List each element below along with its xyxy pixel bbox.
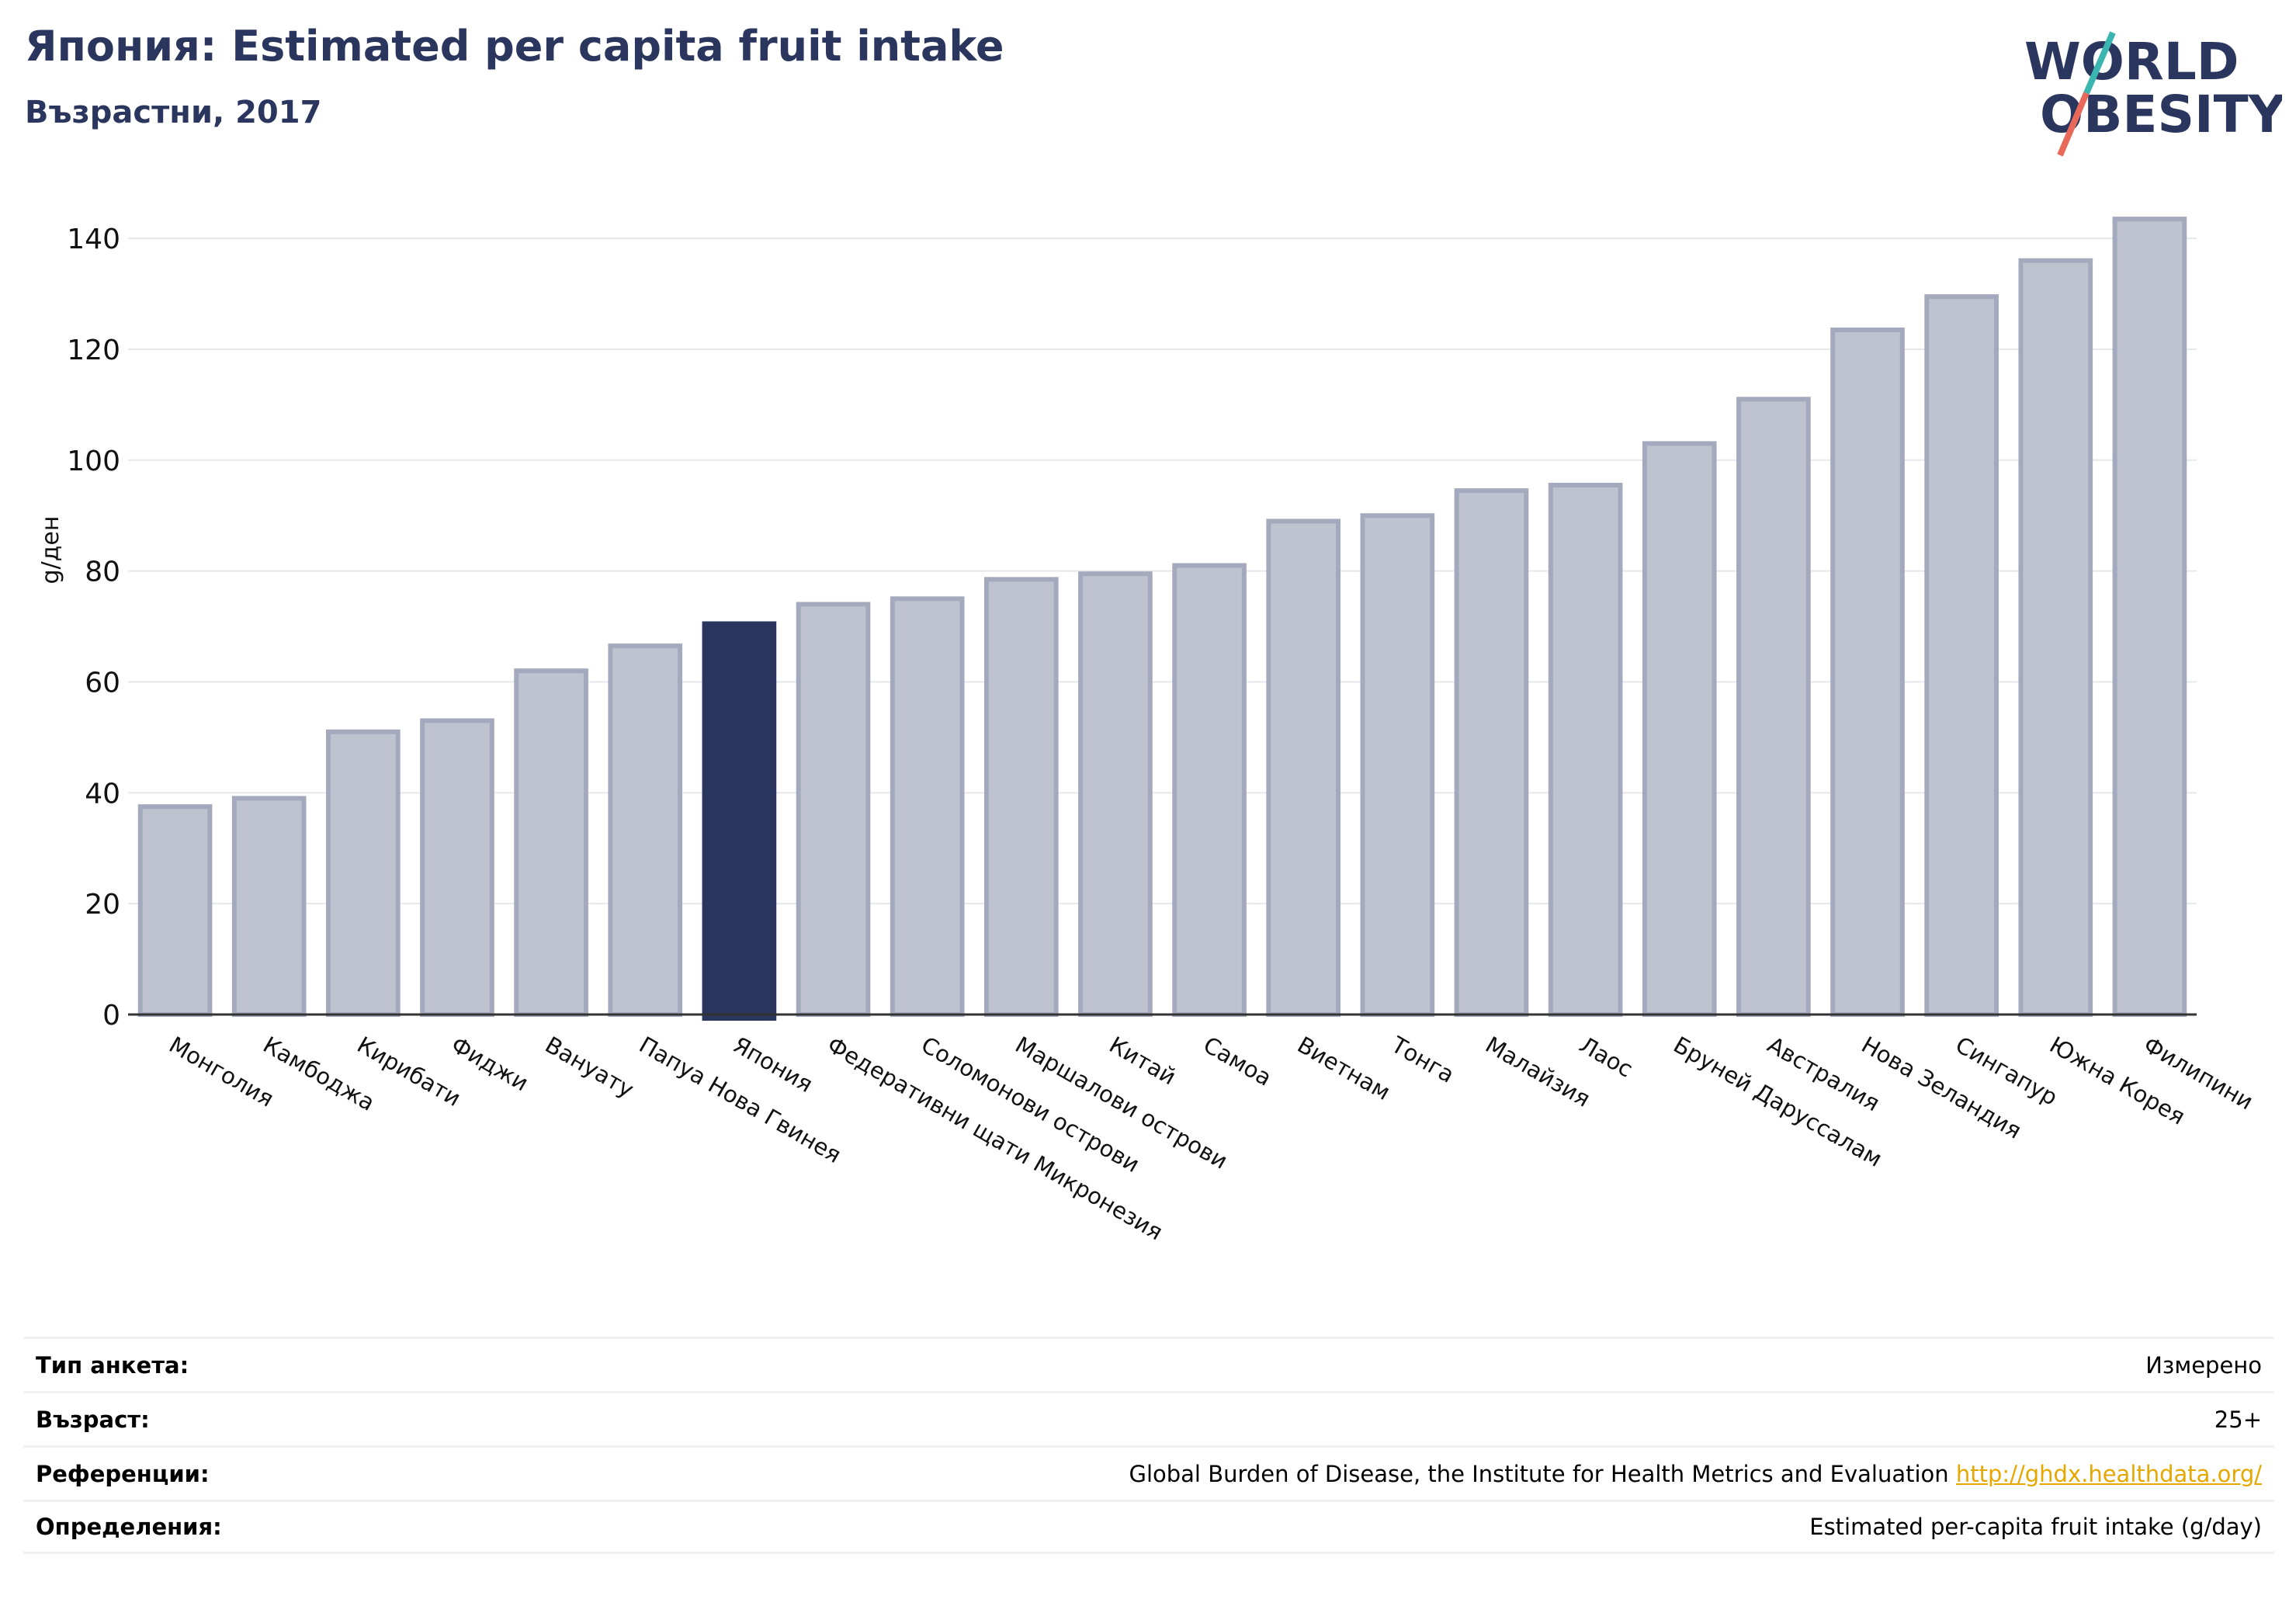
info-value: Измерено: [2145, 1351, 2262, 1379]
bar: [1924, 294, 1999, 1017]
info-row-survey-type: Тип анкета: Измерено: [23, 1337, 2274, 1391]
bar: [2112, 217, 2187, 1017]
info-row-age: Възраст: 25+: [23, 1391, 2274, 1445]
bar: [608, 643, 683, 1018]
logo-slash-coral: [2057, 92, 2090, 157]
info-label: Тип анкета:: [36, 1351, 189, 1379]
y-tick-label: 100: [67, 446, 120, 477]
y-tick-label: 60: [85, 667, 120, 699]
reference-text: Global Burden of Disease, the Institute …: [1129, 1460, 1949, 1487]
x-tick-label: Нова Зеландия: [1857, 1032, 2027, 1144]
reference-link[interactable]: http://ghdx.healthdata.org/: [1955, 1460, 2262, 1487]
y-axis-label: g/ден: [37, 516, 64, 584]
bars: [137, 217, 2187, 1021]
bar: [796, 602, 871, 1017]
y-tick-label: 80: [85, 557, 120, 588]
bar: [137, 804, 213, 1018]
y-tick-label: 120: [67, 335, 120, 366]
info-label: Възраст:: [36, 1406, 150, 1433]
info-value-references: Global Burden of Disease, the Institute …: [1129, 1461, 2262, 1487]
x-tick-label: Монголия: [165, 1032, 278, 1112]
y-tick-label: 140: [67, 224, 120, 255]
bar: [890, 596, 965, 1017]
info-label: Референции:: [36, 1460, 210, 1487]
bar: [1172, 563, 1247, 1017]
logo-slash-teal: [2083, 31, 2116, 95]
bar-chart: 0 20 40 60 80 100 120 140 МонголияКамбоджаКириб…: [37, 217, 2258, 1245]
bar: [1266, 519, 1341, 1017]
x-tick-label: Лаос: [1575, 1032, 1637, 1083]
info-value: 25+: [2214, 1406, 2262, 1433]
x-tick-label: Виетнам: [1293, 1032, 1395, 1105]
bar: [1736, 397, 1811, 1017]
bar: [1548, 482, 1623, 1017]
info-value: Estimated per-capita fruit intake (g/day…: [1809, 1514, 2262, 1540]
bar-highlighted: [702, 621, 777, 1021]
x-tick-label: Вануату: [541, 1032, 639, 1103]
y-tick-label: 40: [85, 778, 120, 810]
bar: [1454, 488, 1529, 1018]
bar: [1078, 571, 1153, 1017]
x-tick-label: Малайзия: [1481, 1032, 1595, 1112]
info-table: Тип анкета: Измерено Възраст: 25+ Рефере…: [23, 1337, 2274, 1554]
y-tick-label: 20: [85, 889, 120, 921]
x-tick-label: Тонга: [1386, 1031, 1459, 1088]
bar: [983, 577, 1059, 1017]
world-obesity-logo: WORLD OBESITY: [2024, 31, 2282, 157]
bar: [420, 718, 494, 1017]
logo-line-1: WORLD: [2024, 32, 2239, 92]
bar: [2018, 258, 2093, 1018]
info-label: Определения:: [36, 1514, 222, 1540]
y-tick-label: 0: [102, 1000, 120, 1032]
bar: [1830, 327, 1905, 1017]
bar: [326, 729, 401, 1017]
bar: [1360, 513, 1435, 1017]
bar: [231, 796, 307, 1017]
y-axis-ticks: 0 20 40 60 80 100 120 140: [67, 224, 120, 1032]
x-tick-label: Китай: [1105, 1032, 1180, 1091]
chart-subtitle: Възрастни, 2017: [25, 95, 322, 130]
info-row-definitions: Определения: Estimated per-capita fruit …: [23, 1500, 2274, 1554]
bar: [1642, 441, 1717, 1017]
bar: [514, 668, 588, 1017]
chart-title: Япония: Estimated per capita fruit intak…: [25, 22, 1004, 71]
info-row-references: Референции: Global Burden of Disease, th…: [23, 1445, 2274, 1500]
x-tick-label: Самоа: [1199, 1032, 1277, 1091]
